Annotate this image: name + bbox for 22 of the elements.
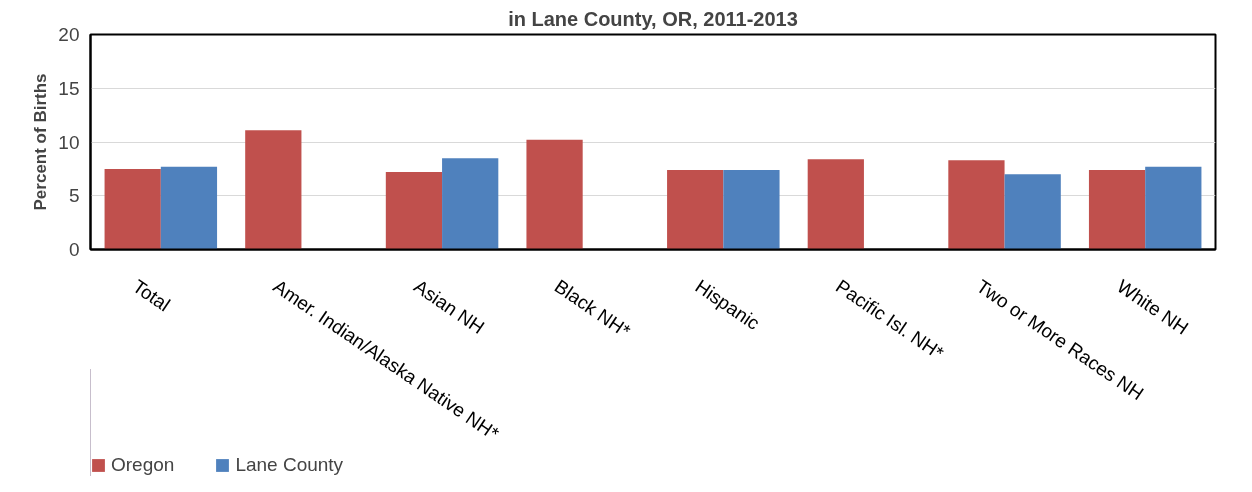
bar [442, 158, 499, 250]
bar [1004, 174, 1061, 250]
y-axis-title: Percent of Births [31, 73, 51, 211]
bar [948, 160, 1005, 250]
y-tick-label: 10 [58, 131, 80, 153]
y-tick-label: 15 [58, 77, 80, 99]
bar [1088, 169, 1146, 250]
legend-label: Lane County [235, 454, 344, 476]
y-tick-label: 20 [58, 24, 80, 45]
bar [245, 130, 302, 250]
y-tick-label: 0 [68, 239, 80, 260]
bar [723, 169, 780, 250]
bar [807, 159, 864, 250]
legend-label: Oregon [111, 454, 175, 476]
chart-title: in Lane County, OR, 2011-2013 [508, 7, 798, 30]
bar [160, 166, 218, 250]
bar [104, 168, 161, 250]
bar [1145, 166, 1202, 250]
bar [385, 172, 443, 250]
y-tick-label: 5 [68, 185, 80, 207]
bar [667, 169, 724, 250]
bar [526, 139, 583, 250]
